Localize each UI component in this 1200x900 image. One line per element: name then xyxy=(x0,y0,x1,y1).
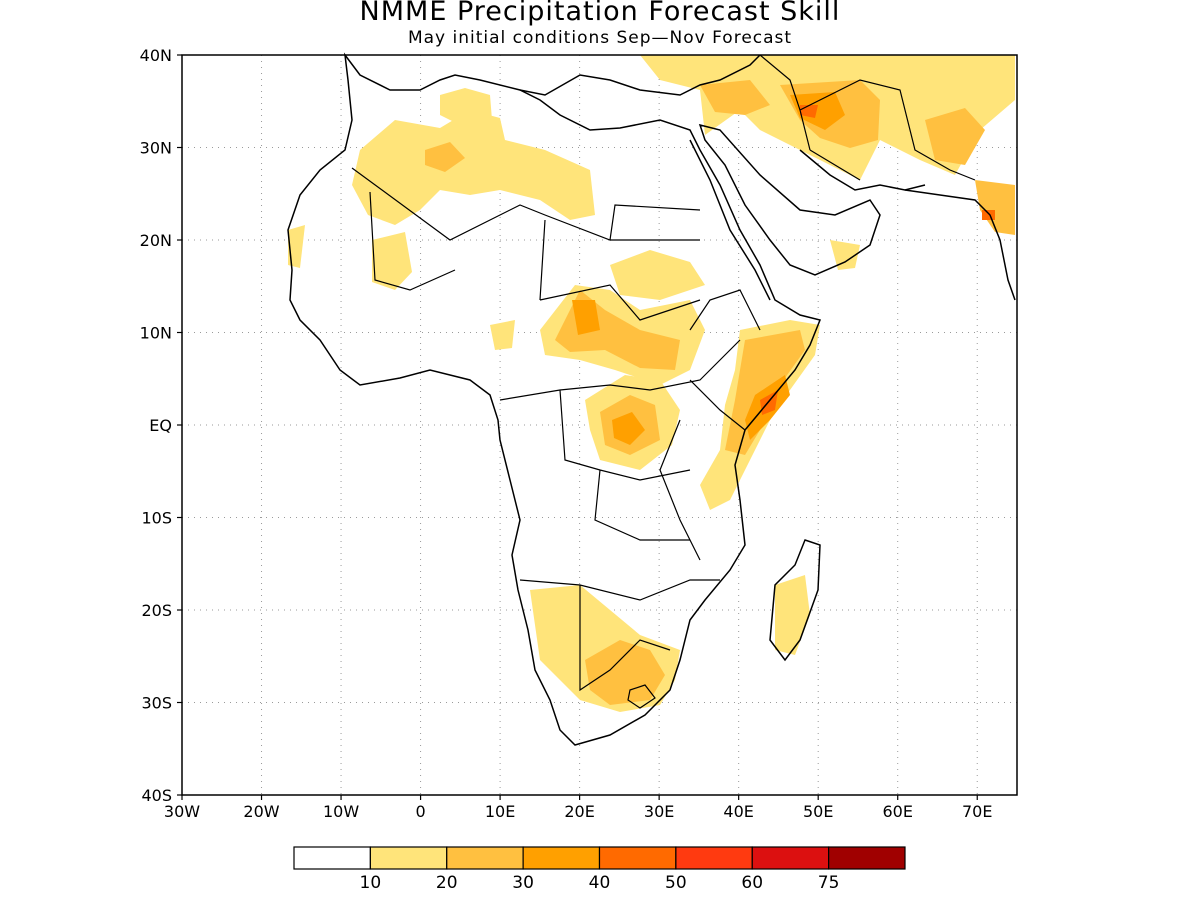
skill-patch-sahara-west xyxy=(352,110,595,225)
colorbar-swatch xyxy=(446,846,524,870)
colorbar-label: 20 xyxy=(436,873,458,893)
skill-patch-afghanistan xyxy=(925,108,985,165)
lat-tick-label: 20S xyxy=(141,601,172,620)
lon-tick-label: 50E xyxy=(803,802,833,821)
skill-patch-levant xyxy=(700,80,770,115)
latitude-tick-labels: 40N 30N 20N 10N EQ 10S 20S 30S 40S xyxy=(140,46,182,805)
chart-subtitle: May initial conditions Sep—Nov Forecast xyxy=(407,28,793,48)
lat-tick-label: 20N xyxy=(140,231,172,250)
lon-tick-label: 60E xyxy=(882,802,912,821)
colorbar-swatch xyxy=(369,846,448,870)
colorbar-swatch xyxy=(828,846,906,870)
coastlines-and-borders xyxy=(287,52,1016,746)
colorbar-swatch xyxy=(293,846,371,870)
skill-patch-south-africa-mid xyxy=(585,640,665,705)
colorbar: 10 20 30 40 50 60 75 xyxy=(293,846,906,893)
lon-tick-label: 10E xyxy=(485,802,515,821)
skill-patch-mauritania xyxy=(372,232,412,290)
colorbar-label: 10 xyxy=(360,873,382,893)
lat-tick-label: 10S xyxy=(141,509,172,528)
africa-coastline xyxy=(287,52,822,746)
skill-patch-arabia xyxy=(830,240,860,270)
skill-patch-india xyxy=(975,180,1015,235)
skill-patch-sahara-west-core xyxy=(425,142,465,172)
colorbar-label: 60 xyxy=(741,873,763,893)
colorbar-label: 75 xyxy=(818,873,840,893)
colorbar-swatch xyxy=(598,846,677,870)
skill-patch-guinea xyxy=(490,320,515,350)
persian-gulf-coast xyxy=(799,149,926,191)
colorbar-label: 40 xyxy=(589,873,611,893)
lon-tick-label: 10W xyxy=(323,802,359,821)
madagascar-coastline xyxy=(769,539,821,662)
colorbar-label: 30 xyxy=(512,873,534,893)
lon-tick-label: 40E xyxy=(723,802,753,821)
lat-tick-label: 40S xyxy=(141,786,172,805)
skill-patch-nw-sahara xyxy=(440,88,492,125)
colorbar-label: 50 xyxy=(665,873,687,893)
skill-patch-iraq xyxy=(790,92,845,130)
lat-tick-label: 30S xyxy=(141,694,172,713)
border-west-africa xyxy=(351,167,701,321)
lon-tick-label: 0 xyxy=(415,802,425,821)
mediterranean-coast xyxy=(519,54,761,96)
red-sea-coast xyxy=(689,139,771,301)
colorbar-swatch xyxy=(675,846,753,870)
lon-tick-label: 20E xyxy=(564,802,594,821)
arabia-coastline xyxy=(698,123,881,276)
lon-tick-label: 30E xyxy=(644,802,674,821)
colorbar-swatch xyxy=(751,846,830,870)
lon-tick-label: 70E xyxy=(962,802,992,821)
lat-tick-label: 10N xyxy=(140,324,172,343)
skill-patch-chad-core xyxy=(572,300,600,335)
skill-patch-india-core xyxy=(982,210,995,220)
skill-patch-atlantic xyxy=(288,225,305,268)
colorbar-swatch xyxy=(522,846,601,870)
lon-tick-label: 20W xyxy=(243,802,279,821)
lat-tick-label: 40N xyxy=(140,46,172,65)
longitude-tick-labels: 30W 20W 10W 0 10E 20E 30E 40E 50E 60E 70E xyxy=(164,795,992,821)
lon-tick-label: 30W xyxy=(164,802,200,821)
iran-india-coast xyxy=(904,189,1016,301)
skill-shading xyxy=(288,55,1015,712)
skill-patch-madagascar xyxy=(775,575,810,655)
lat-tick-label: 30N xyxy=(140,139,172,158)
chart-title: NMME Precipitation Forecast Skill xyxy=(359,0,841,27)
lat-tick-label: EQ xyxy=(149,416,172,435)
border-southern-africa xyxy=(579,585,671,709)
skill-patch-central-sahara xyxy=(610,250,705,300)
skill-patch-congo-core xyxy=(612,412,645,445)
border-central-africa xyxy=(499,339,741,601)
border-middle-east xyxy=(759,54,976,181)
border-east-africa xyxy=(659,289,761,561)
